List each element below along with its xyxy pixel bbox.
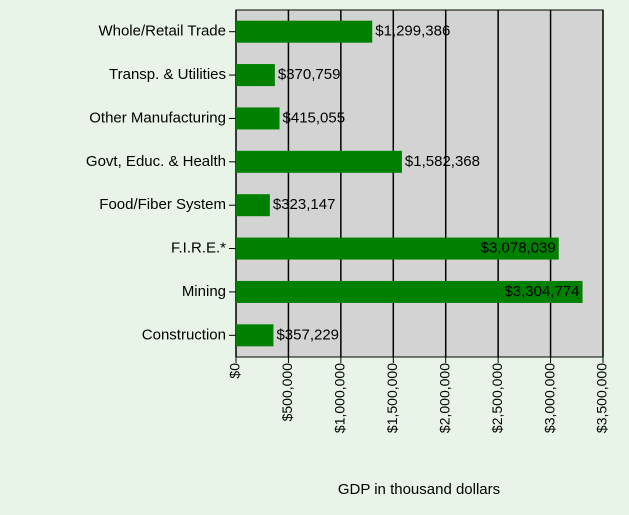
bar	[236, 150, 402, 173]
bar	[236, 324, 274, 347]
data-label: $370,759	[278, 66, 341, 83]
x-tick-label: $1,500,000	[384, 363, 400, 433]
y-tick-label: F.I.R.E.*	[171, 240, 226, 257]
data-label: $3,078,039	[481, 240, 556, 257]
data-label: $1,299,386	[375, 23, 450, 40]
bar	[236, 194, 270, 217]
bar	[236, 64, 275, 87]
y-tick-label: Construction	[142, 326, 226, 343]
bar	[236, 107, 280, 130]
x-tick-label: $2,500,000	[489, 363, 505, 433]
x-tick-label: $3,000,000	[541, 363, 557, 433]
y-tick-label: Transp. & Utilities	[109, 66, 226, 83]
data-label: $3,304,774	[504, 283, 579, 300]
x-axis-title: GDP in thousand dollars	[338, 481, 500, 498]
x-tick-label: $1,000,000	[332, 363, 348, 433]
bar	[236, 237, 559, 260]
data-label: $323,147	[273, 196, 336, 213]
plot-frame	[235, 9, 604, 358]
x-tick-label: $3,500,000	[594, 363, 610, 433]
bar	[236, 20, 373, 43]
data-label: $1,582,368	[405, 153, 480, 170]
x-tick-label: $2,000,000	[436, 363, 452, 433]
y-tick-label: Food/Fiber System	[99, 196, 226, 213]
x-tick-label: $500,000	[279, 363, 295, 422]
y-tick-label: Govt, Educ. & Health	[86, 153, 226, 170]
y-tick-label: Other Manufacturing	[89, 109, 226, 126]
bar	[236, 280, 583, 303]
data-label: $357,229	[276, 326, 339, 343]
y-tick-label: Mining	[182, 283, 226, 300]
x-tick-label: $0	[227, 363, 243, 379]
data-label: $415,055	[283, 109, 346, 126]
y-tick-label: Whole/Retail Trade	[98, 23, 226, 40]
plot-area	[236, 10, 603, 357]
